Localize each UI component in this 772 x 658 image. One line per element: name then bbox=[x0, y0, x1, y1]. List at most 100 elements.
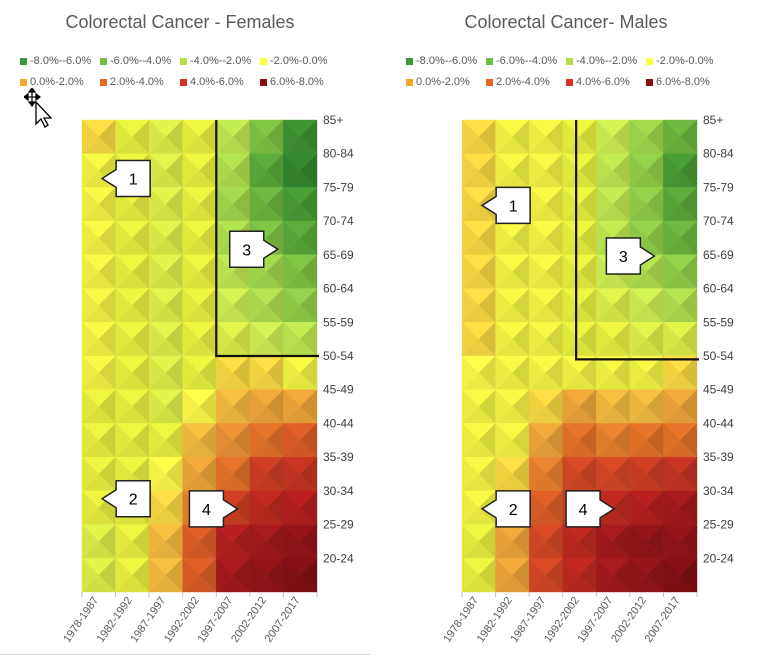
legend-swatch bbox=[100, 57, 107, 65]
heatmap-cell bbox=[629, 119, 664, 155]
legend-item: -4.0%--2.0% bbox=[566, 55, 646, 67]
heatmap-cell bbox=[562, 220, 597, 256]
heatmap-cell bbox=[148, 389, 184, 424]
heatmap-cell bbox=[662, 254, 698, 290]
y-tick-label: 25-29 bbox=[703, 518, 734, 532]
callout-label: 1 bbox=[509, 198, 518, 215]
heatmap-cell bbox=[81, 389, 117, 424]
heatmap-cell bbox=[595, 422, 631, 458]
heatmap-cell bbox=[495, 288, 530, 323]
callout-3: 3 bbox=[605, 237, 656, 275]
y-tick-label: 35-39 bbox=[323, 450, 354, 464]
legend-label: -2.0%-0.0% bbox=[656, 55, 714, 67]
heatmap-cell bbox=[595, 355, 631, 391]
heatmap-cell bbox=[562, 355, 597, 391]
heatmap-cell bbox=[662, 119, 698, 155]
heatmap-cell bbox=[215, 355, 251, 391]
heatmap-cell bbox=[595, 119, 631, 155]
y-tick-label: 45-49 bbox=[703, 383, 734, 397]
legend: -8.0%--6.0% -6.0%--4.0% -4.0%--2.0% -2.0%-0… bbox=[406, 55, 746, 88]
chart-title: Colorectal Cancer - Females bbox=[65, 12, 295, 32]
heatmap-cell bbox=[282, 557, 318, 593]
heatmap-cell bbox=[461, 524, 497, 559]
heatmap-cell bbox=[215, 422, 251, 458]
callout-4: 4 bbox=[188, 490, 239, 528]
heatmap-cell bbox=[249, 153, 284, 188]
heatmap-cell bbox=[115, 321, 150, 357]
heatmap-cell bbox=[528, 557, 564, 593]
heatmap-cell bbox=[282, 524, 318, 559]
heatmap-cell bbox=[595, 153, 631, 188]
heatmap-cell bbox=[282, 490, 318, 526]
heatmap-cell bbox=[249, 490, 284, 526]
heatmap-cell bbox=[249, 186, 284, 222]
move-cursor-icon bbox=[24, 88, 53, 128]
heatmap-cell bbox=[282, 186, 318, 222]
heatmap-cell bbox=[182, 422, 217, 458]
heatmap-cell bbox=[595, 524, 631, 559]
heatmap-cell bbox=[495, 422, 530, 458]
y-tick-label: 35-39 bbox=[703, 450, 734, 464]
heatmap-cell bbox=[662, 389, 698, 424]
callout-2: 2 bbox=[100, 479, 151, 518]
heatmap-cell bbox=[282, 288, 318, 323]
heatmap-cell bbox=[115, 524, 150, 559]
heatmap-cell bbox=[662, 355, 698, 391]
legend-swatch bbox=[260, 57, 267, 65]
y-tick-label: 55-59 bbox=[323, 315, 354, 329]
legend-swatch bbox=[646, 78, 653, 86]
heatmap-cell bbox=[662, 524, 698, 559]
y-tick-label: 65-69 bbox=[703, 248, 734, 262]
heatmap-cell bbox=[461, 220, 497, 256]
heatmap-cell bbox=[629, 456, 664, 492]
heatmap-cell bbox=[528, 355, 564, 391]
heatmap-cell bbox=[115, 422, 150, 458]
heatmap-cell bbox=[115, 119, 150, 155]
y-tick-label: 85+ bbox=[323, 113, 343, 127]
heatmap-cell bbox=[81, 355, 117, 391]
heatmap-cell bbox=[282, 119, 318, 155]
legend-item: 0.0%-2.0% bbox=[406, 76, 486, 88]
legend-item: 6.0%-8.0% bbox=[646, 76, 726, 88]
legend-label: -6.0%--4.0% bbox=[110, 55, 172, 67]
heatmap-cell bbox=[249, 456, 284, 492]
heatmap-cell bbox=[81, 456, 117, 492]
heatmap-cell bbox=[562, 153, 597, 188]
heatmap-cell bbox=[81, 524, 117, 559]
y-tick-label: 50-54 bbox=[703, 349, 734, 363]
heatmap-cell bbox=[662, 321, 698, 357]
heatmap-cell bbox=[629, 557, 664, 593]
callout-4: 4 bbox=[565, 490, 616, 528]
heatmap-cell bbox=[148, 288, 184, 323]
heatmap-cell bbox=[562, 456, 597, 492]
heatmap-cell bbox=[662, 220, 698, 256]
heatmap-cell bbox=[182, 288, 217, 323]
heatmap-cell bbox=[461, 456, 497, 492]
heatmap-cell bbox=[629, 490, 664, 526]
heatmap-cell bbox=[115, 557, 150, 593]
heatmap-cell bbox=[148, 254, 184, 290]
heatmap-cell bbox=[595, 456, 631, 492]
heatmap-cell bbox=[182, 119, 217, 155]
heatmap-cell bbox=[528, 490, 564, 526]
heatmap-cell bbox=[148, 220, 184, 256]
heatmap-cell bbox=[81, 288, 117, 323]
heatmap-cell bbox=[182, 220, 217, 256]
callout-label: 2 bbox=[509, 502, 518, 519]
right-chart-panel: Colorectal Cancer- Males -8.0%--6.0% -6.0… bbox=[386, 0, 772, 658]
heatmap-cell bbox=[249, 557, 284, 593]
legend-label: -4.0%--2.0% bbox=[576, 55, 638, 67]
heatmap-cell bbox=[461, 355, 497, 391]
legend-label: -2.0%-0.0% bbox=[270, 55, 328, 67]
heatmap-cell bbox=[115, 389, 150, 424]
heatmap-cell bbox=[148, 456, 184, 492]
callout-label: 1 bbox=[129, 171, 138, 188]
heatmap-cell bbox=[662, 557, 698, 593]
heatmap-cell bbox=[495, 557, 530, 593]
heatmap-cell bbox=[528, 220, 564, 256]
heatmap-cell bbox=[629, 524, 664, 559]
heatmap-cell bbox=[282, 389, 318, 424]
heatmap-cell bbox=[461, 254, 497, 290]
heatmap-cell bbox=[662, 153, 698, 188]
y-tick-label: 30-34 bbox=[703, 484, 734, 498]
